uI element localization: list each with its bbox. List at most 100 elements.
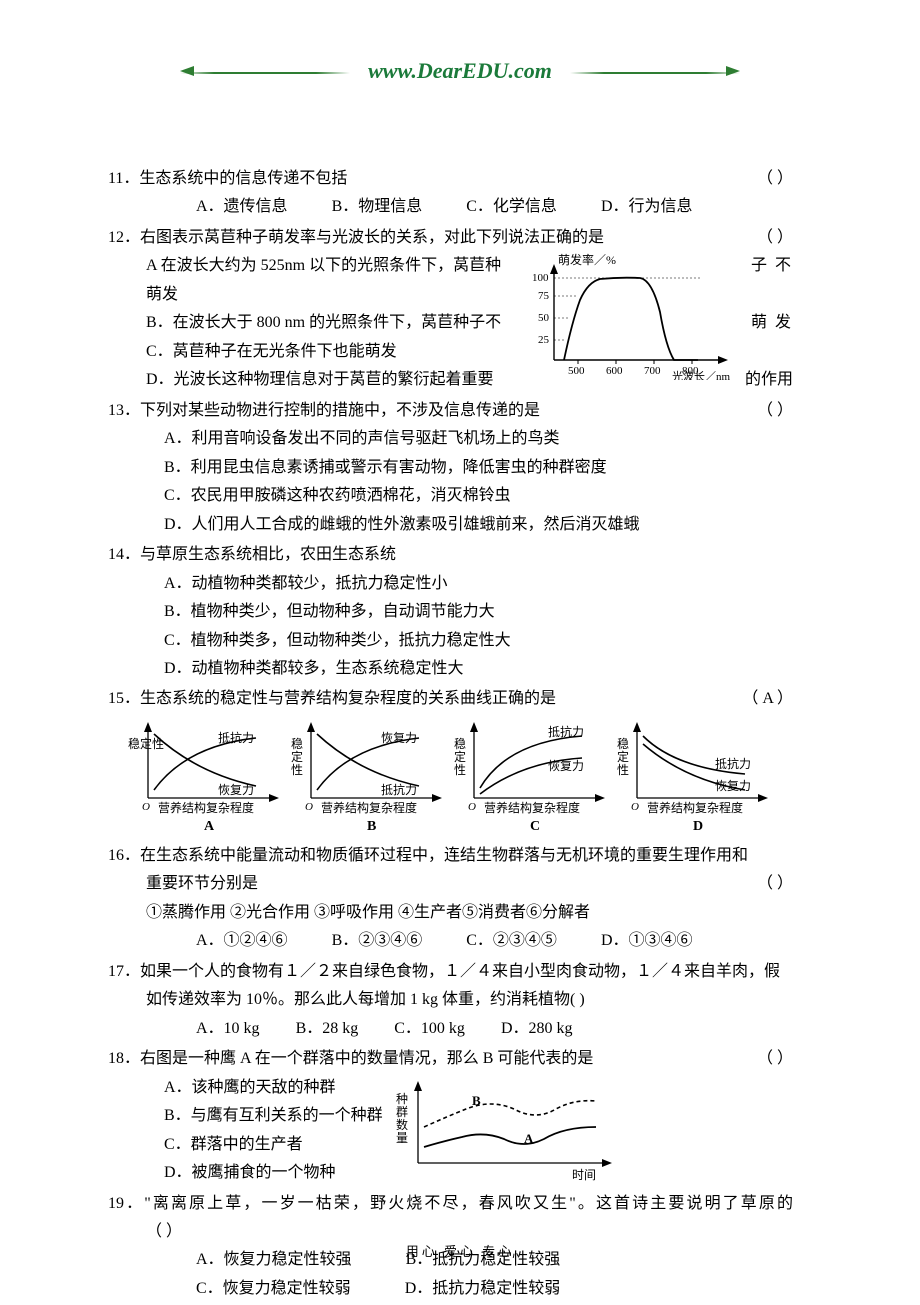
svg-text:时间: 时间 <box>572 1168 596 1182</box>
q13-opt-b: B．利用昆虫信息素诱捕或警示有害动物，降低害虫的种群密度 <box>108 454 793 482</box>
q13-stem: 13．下列对某些动物进行控制的措施中，不涉及信息传递的是 <box>108 397 757 425</box>
q11-opt-a: A．遗传信息 <box>196 193 288 221</box>
svg-text:恢复力: 恢复力 <box>381 731 417 745</box>
q12-graph-ylabel: 萌发率／% <box>558 252 616 267</box>
header-divider-left <box>180 72 350 74</box>
q13-opt-c: C．农民用甲胺磷这种农药喷洒棉花，消灭棉铃虫 <box>108 482 793 510</box>
q13-opt-d: D．人们用人工合成的雌蛾的性外激素吸引雄蛾前来，然后消灭雄蛾 <box>108 511 793 539</box>
header-arrow-right <box>726 66 740 76</box>
svg-text:营养结构复杂程度: 营养结构复杂程度 <box>321 800 417 815</box>
q15-stem: 15．生态系统的稳定性与营养结构复杂程度的关系曲线正确的是 <box>108 685 742 713</box>
page-header: www.DearEDU.com <box>0 0 920 84</box>
q17-opt-b: B．28 kg <box>296 1015 359 1043</box>
q17-opt-a: A．10 kg <box>196 1015 260 1043</box>
q14-opt-a: A．动植物种类都较少，抵抗力稳定性小 <box>108 570 793 598</box>
q18-stem: 18．右图是一种鹰 A 在一个群落中的数量情况，那么 B 可能代表的是 <box>108 1045 757 1073</box>
q17-opt-c: C．100 kg <box>394 1015 465 1043</box>
svg-text:抵抗力: 抵抗力 <box>548 724 584 739</box>
q12-opt-b-tail: 萌 发 <box>751 309 793 337</box>
svg-text:稳定性: 稳定性 <box>454 736 466 777</box>
q12-graph-xlabel: 光波长／nm <box>672 369 730 380</box>
q17-stem-line1: 17．如果一个人的食物有１／２来自绿色食物，１／４来自小型肉食动物，１／４来自羊… <box>108 958 793 986</box>
question-18: 18．右图是一种鹰 A 在一个群落中的数量情况，那么 B 可能代表的是 （ ） … <box>108 1045 793 1187</box>
q15-charts: 稳定性 抵抗力 恢复力 O 营养结构复杂程度 A 稳定性 恢复力 <box>108 714 793 836</box>
svg-text:700: 700 <box>644 365 661 377</box>
header-divider-right <box>570 72 740 74</box>
svg-text:C: C <box>530 819 540 834</box>
question-15: 15．生态系统的稳定性与营养结构复杂程度的关系曲线正确的是 （ A ） 稳定性 … <box>108 685 793 835</box>
q16-options: A．①②④⑥ B．②③④⑥ C．②③④⑤ D．①③④⑥ <box>108 927 793 955</box>
q15-chart-b: 稳定性 恢复力 抵抗力 O 营养结构复杂程度 B <box>289 718 449 836</box>
svg-text:O: O <box>305 801 313 813</box>
q15-blank: （ A ） <box>742 685 793 713</box>
q14-opt-c: C．植物种类多，但动物种类少，抵抗力稳定性大 <box>108 627 793 655</box>
q12-graph: 萌发率／% 25 50 75 100 500 600 <box>520 252 735 380</box>
q15-chart-a: 稳定性 抵抗力 恢复力 O 营养结构复杂程度 A <box>126 718 286 836</box>
svg-text:B: B <box>472 1093 481 1108</box>
q12-opt-a-tail: 子 不 <box>751 252 793 280</box>
svg-text:稳定性: 稳定性 <box>291 736 303 777</box>
q17-stem-line2: 如传递效率为 10％。那么此人每增加 1 kg 体重，约消耗植物( ) <box>108 986 793 1014</box>
question-12: 12．右图表示莴苣种子萌发率与光波长的关系，对此下列说法正确的是 （ ） A 在… <box>108 224 793 395</box>
q12-opt-b: B．在波长大于 800 nm 的光照条件下，莴苣种子不 <box>146 309 501 337</box>
q16-opt-a: A．①②④⑥ <box>196 927 288 955</box>
q16-stem-line2: 重要环节分别是 <box>146 870 258 898</box>
svg-text:D: D <box>693 819 703 834</box>
q13-blank: （ ） <box>757 397 793 425</box>
q19-opts-row2: C．恢复力稳定性较弱 D．抵抗力稳定性较弱 <box>108 1275 793 1303</box>
svg-text:O: O <box>142 801 150 813</box>
q11-opt-b: B．物理信息 <box>332 193 423 221</box>
q11-stem: 11．生态系统中的信息传递不包括 <box>108 165 757 193</box>
q14-stem: 14．与草原生态系统相比，农田生态系统 <box>108 541 793 569</box>
svg-text:O: O <box>468 801 476 813</box>
svg-text:抵抗力: 抵抗力 <box>715 756 751 771</box>
header-arrow-left <box>180 66 194 76</box>
q19-stem: 19．"离离原上草，一岁一枯荣，野火烧不尽，春风吹又生"。这首诗主要说明了草原的 <box>108 1190 793 1218</box>
q14-opt-b: B．植物种类少，但动物种多，自动调节能力大 <box>108 598 793 626</box>
svg-text:A: A <box>204 819 215 834</box>
svg-text:75: 75 <box>538 290 550 302</box>
q19-opt-d: D．抵抗力稳定性较弱 <box>405 1275 561 1303</box>
q11-opt-c: C．化学信息 <box>466 193 557 221</box>
q12-opt-a-line1: A 在波长大约为 525nm 以下的光照条件下，莴苣种 <box>146 252 501 280</box>
svg-text:50: 50 <box>538 312 550 324</box>
svg-text:营养结构复杂程度: 营养结构复杂程度 <box>647 800 743 815</box>
q16-opt-b: B．②③④⑥ <box>332 927 423 955</box>
svg-text:B: B <box>367 819 376 834</box>
logo-text: www.DearEDU.com <box>368 58 552 83</box>
svg-text:抵抗力: 抵抗力 <box>381 782 417 797</box>
question-14: 14．与草原生态系统相比，农田生态系统 A．动植物种类都较少，抵抗力稳定性小 B… <box>108 541 793 683</box>
q16-items: ①蒸腾作用 ②光合作用 ③呼吸作用 ④生产者⑤消费者⑥分解者 <box>108 899 793 927</box>
q15-chart-d: 稳定性 抵抗力 恢复力 O 营养结构复杂程度 D <box>615 718 775 836</box>
question-16: 16．在生态系统中能量流动和物质循环过程中，连结生物群落与无机环境的重要生理作用… <box>108 842 793 956</box>
q12-opt-d: D．光波长这种物理信息对于莴苣的繁衍起着重要 <box>146 366 494 394</box>
svg-text:营养结构复杂程度: 营养结构复杂程度 <box>484 800 580 815</box>
svg-text:100: 100 <box>532 272 549 284</box>
page-footer: 用心 爱心 专心 <box>0 1241 920 1260</box>
q12-stem: 12．右图表示莴苣种子萌发率与光波长的关系，对此下列说法正确的是 <box>108 224 757 252</box>
q15-chart-c: 稳定性 抵抗力 恢复力 O 营养结构复杂程度 C <box>452 718 612 836</box>
question-13: 13．下列对某些动物进行控制的措施中，不涉及信息传递的是 （ ） A．利用音响设… <box>108 397 793 539</box>
q16-opt-c: C．②③④⑤ <box>466 927 557 955</box>
svg-text:恢复力: 恢复力 <box>218 783 254 797</box>
q16-blank: （ ） <box>757 870 793 898</box>
q11-opt-d: D．行为信息 <box>601 193 693 221</box>
q16-opt-d: D．①③④⑥ <box>601 927 693 955</box>
svg-text:500: 500 <box>568 365 585 377</box>
svg-text:600: 600 <box>606 365 623 377</box>
q19-opt-c: C．恢复力稳定性较弱 <box>196 1275 351 1303</box>
content-area: 11．生态系统中的信息传递不包括 （ ） A．遗传信息 B．物理信息 C．化学信… <box>108 165 793 1305</box>
svg-text:抵抗力: 抵抗力 <box>218 730 254 745</box>
q11-blank: （ ） <box>757 165 793 193</box>
svg-text:O: O <box>631 801 639 813</box>
q17-opt-d: D．280 kg <box>501 1015 573 1043</box>
svg-text:A: A <box>524 1131 534 1146</box>
question-11: 11．生态系统中的信息传递不包括 （ ） A．遗传信息 B．物理信息 C．化学信… <box>108 165 793 222</box>
svg-text:25: 25 <box>538 334 550 346</box>
svg-text:恢复力: 恢复力 <box>548 759 584 773</box>
q12-blank: （ ） <box>757 224 793 252</box>
q18-graph: 种群数量 B A 时间 <box>396 1079 626 1187</box>
question-17: 17．如果一个人的食物有１／２来自绿色食物，１／４来自小型肉食动物，１／４来自羊… <box>108 958 793 1043</box>
q12-opt-d-tail: 的作用 <box>745 366 793 394</box>
svg-text:稳定性: 稳定性 <box>617 736 629 777</box>
